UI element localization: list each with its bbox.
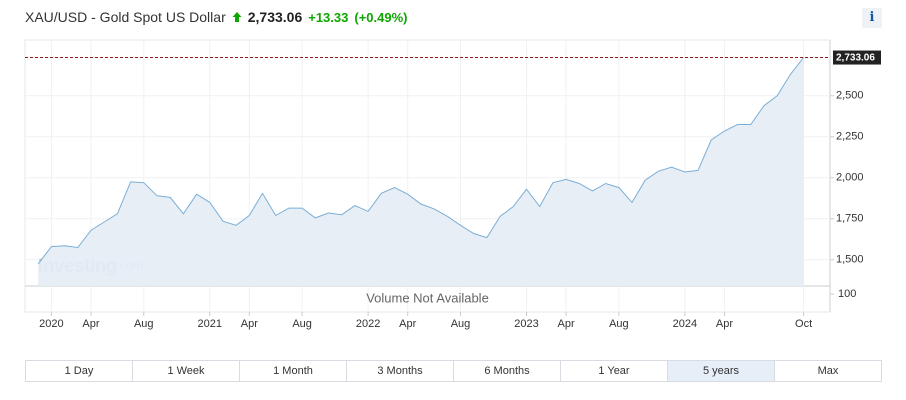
price-line <box>37 57 804 265</box>
y-tick-label: 2,250 <box>836 131 864 143</box>
x-tick-label: 2023 <box>514 318 538 330</box>
range-button[interactable]: 5 years <box>668 361 775 381</box>
range-selector: 1 Day 1 Week 1 Month 3 Months 6 Months 1 Year… <box>25 360 882 382</box>
volume-tick-label: 100 <box>838 288 856 300</box>
last-price-tag <box>833 50 881 65</box>
volume-note: Volume Not Available <box>366 290 489 305</box>
x-tick-label: 2022 <box>356 318 380 330</box>
range-button[interactable]: 1 Year <box>561 361 668 381</box>
range-button[interactable]: Max <box>817 365 839 377</box>
last-price: 2,733.06 <box>247 9 303 25</box>
range-button[interactable]: 1 Week <box>133 361 240 381</box>
y-tick-label: 1,500 <box>836 254 864 266</box>
x-tick-label: Apr <box>399 318 416 330</box>
chart: 1,500 1,750 2,000 2,250 2,500 2020 Apr Aug 2021 A… <box>24 39 881 330</box>
x-tick-label: Oct <box>795 318 812 330</box>
y-tick-label: 1,750 <box>836 213 864 225</box>
range-button[interactable]: 1 Month <box>240 361 347 381</box>
x-tick-label: Apr <box>82 318 99 330</box>
header: XAU/USD - Gold Spot US Dollar 2,733.06 +… <box>25 7 407 27</box>
x-tick-label: Aug <box>609 318 629 330</box>
x-tick-label: Aug <box>292 318 312 330</box>
last-price-label: 2,733.06 <box>836 53 875 64</box>
up-arrow-icon <box>232 12 242 22</box>
instrument-title: XAU/USD - Gold Spot US Dollar <box>25 9 226 25</box>
range-button[interactable]: 3 Months <box>347 361 454 381</box>
x-tick-label: Aug <box>451 318 471 330</box>
y-tick-label: 2,000 <box>836 172 864 184</box>
price-area <box>38 57 804 286</box>
x-tick-label: Aug <box>134 318 154 330</box>
y-tick-label: 2,500 <box>836 90 864 102</box>
range-button[interactable]: 6 Months <box>454 361 561 381</box>
range-button[interactable]: 1 Day <box>26 361 133 381</box>
x-tick-label: 2024 <box>673 318 697 330</box>
info-button[interactable]: i <box>862 8 882 28</box>
x-tick-label: Apr <box>716 318 733 330</box>
change-percent: (+0.49%) <box>354 9 408 25</box>
change: +13.33 <box>308 9 349 25</box>
x-tick-label: Apr <box>558 318 575 330</box>
x-tick-label: Apr <box>241 318 258 330</box>
x-tick-label: 2020 <box>39 318 63 330</box>
x-tick-label: 2021 <box>198 318 222 330</box>
